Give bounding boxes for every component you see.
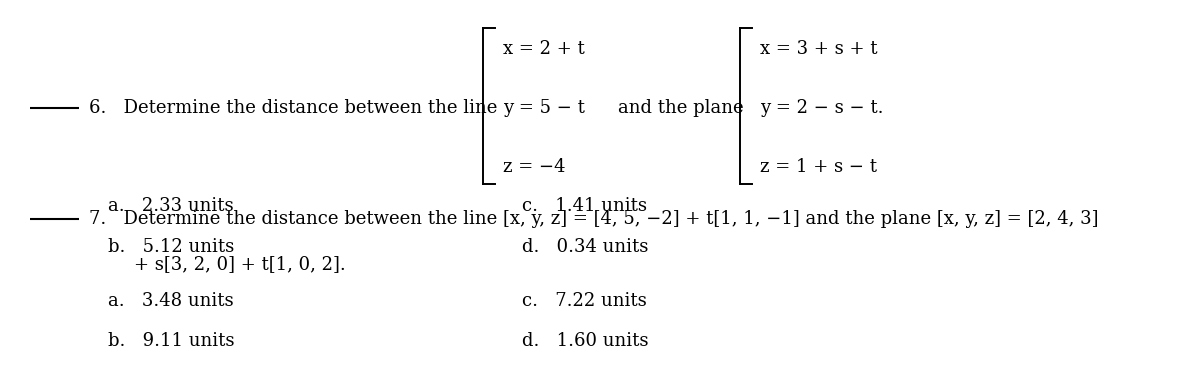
Text: d.   1.60 units: d. 1.60 units <box>522 332 649 351</box>
Text: a.   3.48 units: a. 3.48 units <box>108 292 233 310</box>
Text: y = 5 − t: y = 5 − t <box>504 99 586 117</box>
Text: c.   7.22 units: c. 7.22 units <box>522 292 647 310</box>
Text: c.   1.41 units: c. 1.41 units <box>522 197 647 215</box>
Text: b.   5.12 units: b. 5.12 units <box>108 238 234 256</box>
Text: 6.   Determine the distance between the line: 6. Determine the distance between the li… <box>89 99 498 117</box>
Text: and the plane: and the plane <box>618 99 744 117</box>
Text: y = 2 − s − t.: y = 2 − s − t. <box>761 99 884 117</box>
Text: z = 1 + s − t: z = 1 + s − t <box>761 158 877 176</box>
Text: d.   0.34 units: d. 0.34 units <box>522 238 648 256</box>
Text: 7.   Determine the distance between the line [x, y, z] = [4, 5, −2] + t[1, 1, −1: 7. Determine the distance between the li… <box>89 210 1099 228</box>
Text: a.   2.33 units: a. 2.33 units <box>108 197 233 215</box>
Text: x = 2 + t: x = 2 + t <box>504 40 586 58</box>
Text: x = 3 + s + t: x = 3 + s + t <box>761 40 878 58</box>
Text: b.   9.11 units: b. 9.11 units <box>108 332 234 351</box>
Text: + s[3, 2, 0] + t[1, 0, 2].: + s[3, 2, 0] + t[1, 0, 2]. <box>133 255 346 273</box>
Text: z = −4: z = −4 <box>504 158 566 176</box>
